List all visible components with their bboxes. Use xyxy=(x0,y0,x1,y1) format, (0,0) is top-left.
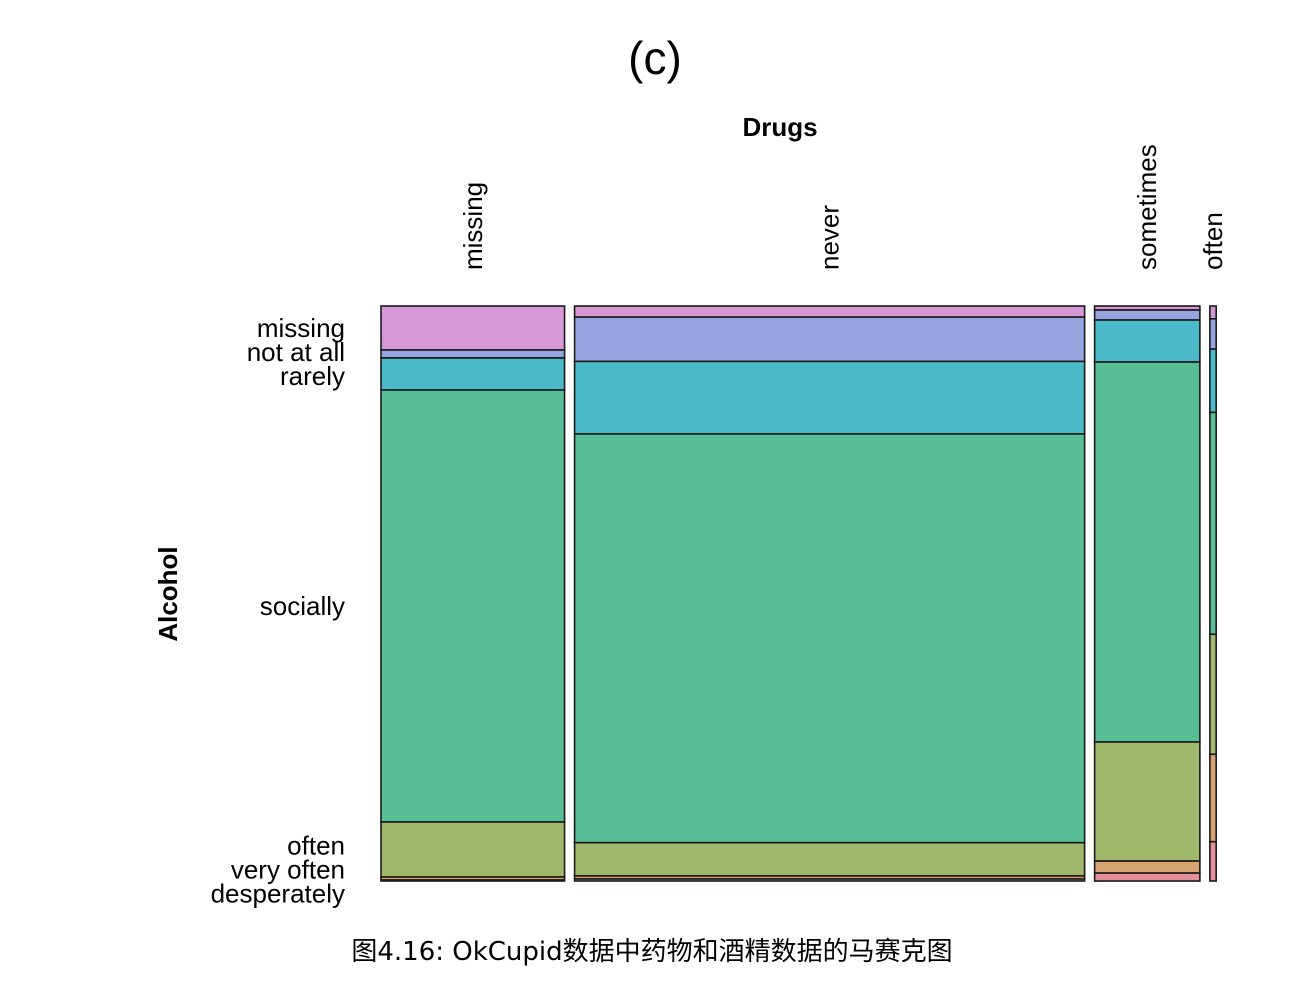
x-tick-label-never: never xyxy=(815,205,845,270)
tile-often-desperately xyxy=(1209,840,1217,882)
tile-missing-often xyxy=(380,821,566,878)
tile-often-socially xyxy=(1209,411,1217,636)
tile-never-often xyxy=(573,841,1086,877)
tile-never-missing xyxy=(573,305,1086,318)
x-tick-label-often: often xyxy=(1198,212,1228,270)
tile-missing-desperately xyxy=(380,879,566,882)
tile-sometimes-desperately xyxy=(1093,872,1201,882)
y-tick-label-very-often: very often xyxy=(231,855,345,885)
tile-often-not-at-all xyxy=(1209,318,1217,350)
y-tick-label-socially: socially xyxy=(260,591,345,621)
chart-title: (c) xyxy=(628,32,682,84)
figure-caption: 图4.16: OkCupid数据中药物和酒精数据的马赛克图 xyxy=(351,937,953,967)
tile-missing-not-at-all xyxy=(380,349,566,359)
tile-never-not-at-all xyxy=(573,316,1086,363)
tile-never-socially xyxy=(573,433,1086,844)
y-tick-label-often: often xyxy=(287,831,345,861)
tile-often-missing xyxy=(1209,305,1217,320)
x-tick-label-missing: missing xyxy=(458,182,488,270)
x-tick-labels: missing never sometimes often xyxy=(458,144,1228,270)
tile-sometimes-socially xyxy=(1093,361,1201,743)
tile-never-rarely xyxy=(573,360,1086,435)
tile-missing-rarely xyxy=(380,357,566,391)
y-axis-title: Alcohol xyxy=(153,546,183,641)
tile-sometimes-rarely xyxy=(1093,319,1201,363)
y-tick-label-missing: missing xyxy=(257,313,345,343)
tile-sometimes-often xyxy=(1093,741,1201,862)
tile-often-rarely xyxy=(1209,348,1217,414)
y-tick-label-desperately: desperately xyxy=(211,879,345,909)
tile-sometimes-very-often xyxy=(1093,860,1201,874)
tile-sometimes-not-at-all xyxy=(1093,309,1201,321)
tile-missing-missing xyxy=(380,305,566,351)
y-tick-label-rarely: rarely xyxy=(280,361,345,391)
tile-often-very-often xyxy=(1209,753,1217,843)
y-tick-label-not-at-all: not at all xyxy=(247,337,345,367)
tile-missing-socially xyxy=(380,389,566,823)
mosaic-tiles xyxy=(380,305,1217,882)
tile-never-desperately xyxy=(573,878,1086,882)
x-axis-title: Drugs xyxy=(742,112,817,142)
tile-often-often xyxy=(1209,633,1217,756)
x-tick-label-sometimes: sometimes xyxy=(1132,144,1162,270)
